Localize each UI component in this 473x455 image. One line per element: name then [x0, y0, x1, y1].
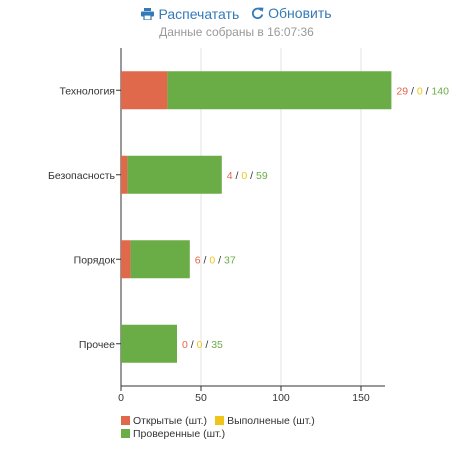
x-tick-label: 0 [118, 392, 124, 404]
category-label: Безопасность [48, 170, 116, 182]
x-tick-label: 150 [352, 392, 370, 404]
legend-item-verified[interactable]: Проверенные (шт.) [121, 428, 225, 440]
x-tick-label: 100 [272, 392, 290, 404]
legend-swatch-open [121, 416, 130, 425]
data-label: 29 / 0 / 140 [396, 85, 449, 97]
category-label: Технология [59, 85, 115, 97]
data-collected-time: Данные собраны в 16:07:36 [159, 25, 314, 39]
bar-segment [167, 71, 392, 110]
legend-item-done[interactable]: Выполненые (шт.) [215, 415, 315, 427]
bar-segment [130, 240, 190, 279]
category-label: Прочее [79, 339, 115, 351]
category-label: Порядок [74, 254, 116, 266]
data-label: 4 / 0 / 59 [227, 170, 268, 182]
refresh-label: Обновить [268, 5, 332, 21]
legend-label-open: Открытые (шт.) [133, 414, 208, 427]
bar-segment [121, 71, 168, 110]
x-tick-label: 50 [195, 392, 207, 404]
print-label: Распечатать [158, 5, 240, 22]
print-button[interactable]: Распечатать [141, 6, 239, 22]
refresh-button[interactable]: Обновить [251, 5, 332, 21]
legend-item-open[interactable]: Открытые (шт.) [121, 415, 207, 427]
data-label: 6 / 0 / 37 [195, 254, 236, 266]
legend-swatch-verified [121, 429, 130, 438]
legend-label-done: Выполненые (шт.) [227, 414, 315, 427]
legend: Открытые (шт.) Выполненые (шт.) Проверен… [121, 414, 323, 440]
chart: 0 50 100 150 Технология 29 / 0 / 140 Безопасно… [48, 48, 449, 404]
printer-icon [141, 7, 155, 20]
toolbar: Распечатать Обновить [0, 5, 473, 23]
legend-label-verified: Проверенные (шт.) [133, 427, 226, 440]
refresh-icon [251, 7, 264, 20]
bar-segment [121, 324, 177, 363]
bar-segment [121, 240, 131, 279]
legend-swatch-done [215, 416, 225, 425]
bar-segment [127, 155, 222, 194]
bar-segment [121, 155, 128, 194]
data-label: 0 / 0 / 35 [182, 339, 223, 351]
